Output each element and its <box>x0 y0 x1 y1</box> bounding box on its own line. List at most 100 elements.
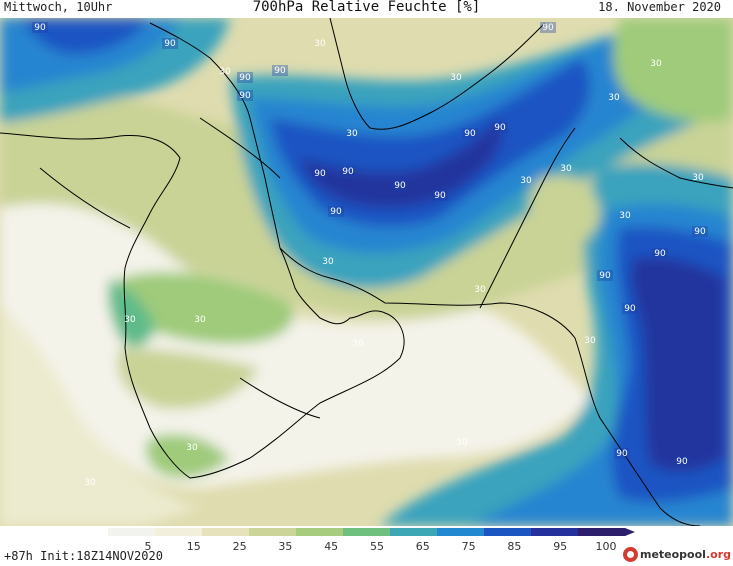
colorbar-swatch <box>531 528 579 536</box>
contour-label: 30 <box>84 478 96 488</box>
colorbar-swatch <box>484 528 532 536</box>
contour-label: 30 <box>186 443 198 453</box>
contour-label-text: 30 <box>560 164 572 174</box>
contour-label: 30 <box>352 339 364 349</box>
contour-label-text: 90 <box>239 73 251 83</box>
contour-label: 90 <box>432 190 448 201</box>
contour-label: 30 <box>560 164 572 174</box>
contour-label-text: 30 <box>124 315 136 325</box>
contour-label-text: 90 <box>616 449 628 459</box>
contour-label-text: 30 <box>314 39 326 49</box>
contour-label: 90 <box>652 248 668 259</box>
contour-label-text: 30 <box>619 211 631 221</box>
contour-label-text: 90 <box>330 207 342 217</box>
logo-text: meteopool <box>639 548 706 561</box>
contour-label-text: 90 <box>274 66 286 76</box>
contour-label: 30 <box>692 173 704 183</box>
colorbar-tick-label: 5 <box>144 540 152 553</box>
contour-label-text: 90 <box>314 169 326 179</box>
colorbar-swatch <box>578 528 626 536</box>
contour-label: 90 <box>614 448 630 459</box>
coastlines <box>0 18 733 526</box>
contour-label: 30 <box>124 315 136 325</box>
contour-label: 90 <box>492 122 508 133</box>
contour-label-text: 90 <box>239 91 251 101</box>
colorbar-tick-label: 35 <box>278 540 293 553</box>
contour-label-text: 30 <box>450 73 462 83</box>
colorbar-swatch <box>249 528 297 536</box>
contour-label-text: 90 <box>694 227 706 237</box>
contour-label-text: 90 <box>599 271 611 281</box>
colorbar-swatch <box>437 528 485 536</box>
contour-label-text: 30 <box>322 257 334 267</box>
contour-label: 90 <box>392 180 408 191</box>
contour-label: 30 <box>450 73 462 83</box>
colorbar-tick-label: 85 <box>507 540 522 553</box>
contour-label-text: 90 <box>342 167 354 177</box>
colorbar-swatch <box>343 528 391 536</box>
contour-label: 90 <box>692 226 708 237</box>
contour-label-text: 30 <box>692 173 704 183</box>
colorbar-swatch <box>155 528 203 536</box>
map-header: Mittwoch, 10Uhr 700hPa Relative Feuchte … <box>0 0 733 18</box>
meteopool-logo[interactable]: meteopool .org <box>622 547 731 562</box>
humidity-map-canvas: 90 90 90 90 90 90 90 90 90 90 90 90 90 90 90 90 90 90 90 30… <box>0 18 733 526</box>
colorbar-tick-label: 55 <box>370 540 384 553</box>
contour-label: 90 <box>597 270 613 281</box>
colorbar-tick-label: 95 <box>553 540 568 553</box>
colorbar-swatch <box>296 528 344 536</box>
contour-label-text: 30 <box>650 59 662 69</box>
contour-label-text: 30 <box>194 315 206 325</box>
run-info: +87h Init:18Z14NOV2020 <box>4 549 163 563</box>
contour-label-text: 30 <box>520 176 532 186</box>
contour-label-text: 30 <box>584 336 596 346</box>
humidity-field <box>0 18 733 526</box>
colorbar-swatch <box>108 528 156 536</box>
contour-label-text: 30 <box>186 443 198 453</box>
contour-label: 30 <box>322 257 334 267</box>
contour-label: 30 <box>520 176 532 186</box>
colorbar-tick-label: 75 <box>461 540 476 553</box>
contour-label-text: 90 <box>494 123 506 133</box>
contour-label: 90 <box>312 168 328 179</box>
contour-label: 30 <box>194 315 206 325</box>
contour-label: 90 <box>237 90 253 101</box>
colorbar-tick-label: 15 <box>186 540 201 553</box>
contour-label-text: 90 <box>654 249 666 259</box>
logo-icon <box>622 547 638 562</box>
contour-label-text: 90 <box>394 181 406 191</box>
contour-label: 90 <box>462 128 478 139</box>
contour-label: 30 <box>346 129 358 139</box>
contour-label: 90 <box>237 72 253 83</box>
contour-label-text: 90 <box>164 39 176 49</box>
colorbar <box>108 528 635 536</box>
contour-label-text: 30 <box>346 129 358 139</box>
contour-label-text: 90 <box>624 304 636 314</box>
contour-label-text: 30 <box>474 285 486 295</box>
colorbar-tick-label: 45 <box>324 540 339 553</box>
colorbar-tick-label: 100 <box>595 540 617 553</box>
humidity-map: 90 90 90 90 90 90 90 90 90 90 90 90 90 90 90 90 90 90 90 30… <box>0 18 733 526</box>
contour-label-text: 90 <box>676 457 688 467</box>
colorbar-swatch <box>390 528 438 536</box>
contour-label: 90 <box>674 456 690 467</box>
logo-suffix: .org <box>705 548 731 561</box>
colorbar-swatch <box>202 528 250 536</box>
contour-label: 30 <box>474 285 486 295</box>
colorbar-swatches <box>108 528 635 536</box>
contour-label: 30 <box>619 211 631 221</box>
colorbar-arrow <box>625 528 635 536</box>
contour-label-text: 30 <box>456 438 468 448</box>
contour-label-text: 30 <box>219 67 231 77</box>
contour-label: 90 <box>540 22 556 33</box>
contour-label-text: 90 <box>434 191 446 201</box>
contour-label-text: 30 <box>352 339 364 349</box>
contour-label-text: 90 <box>542 23 554 33</box>
contour-label-text: 30 <box>608 93 620 103</box>
contour-label: 30 <box>608 93 620 103</box>
map-title: 700hPa Relative Feuchte [%] <box>252 0 481 15</box>
contour-label: 90 <box>622 303 638 314</box>
contour-label: 90 <box>328 206 344 217</box>
contour-label: 30 <box>584 336 596 346</box>
contour-label-text: 90 <box>464 129 476 139</box>
